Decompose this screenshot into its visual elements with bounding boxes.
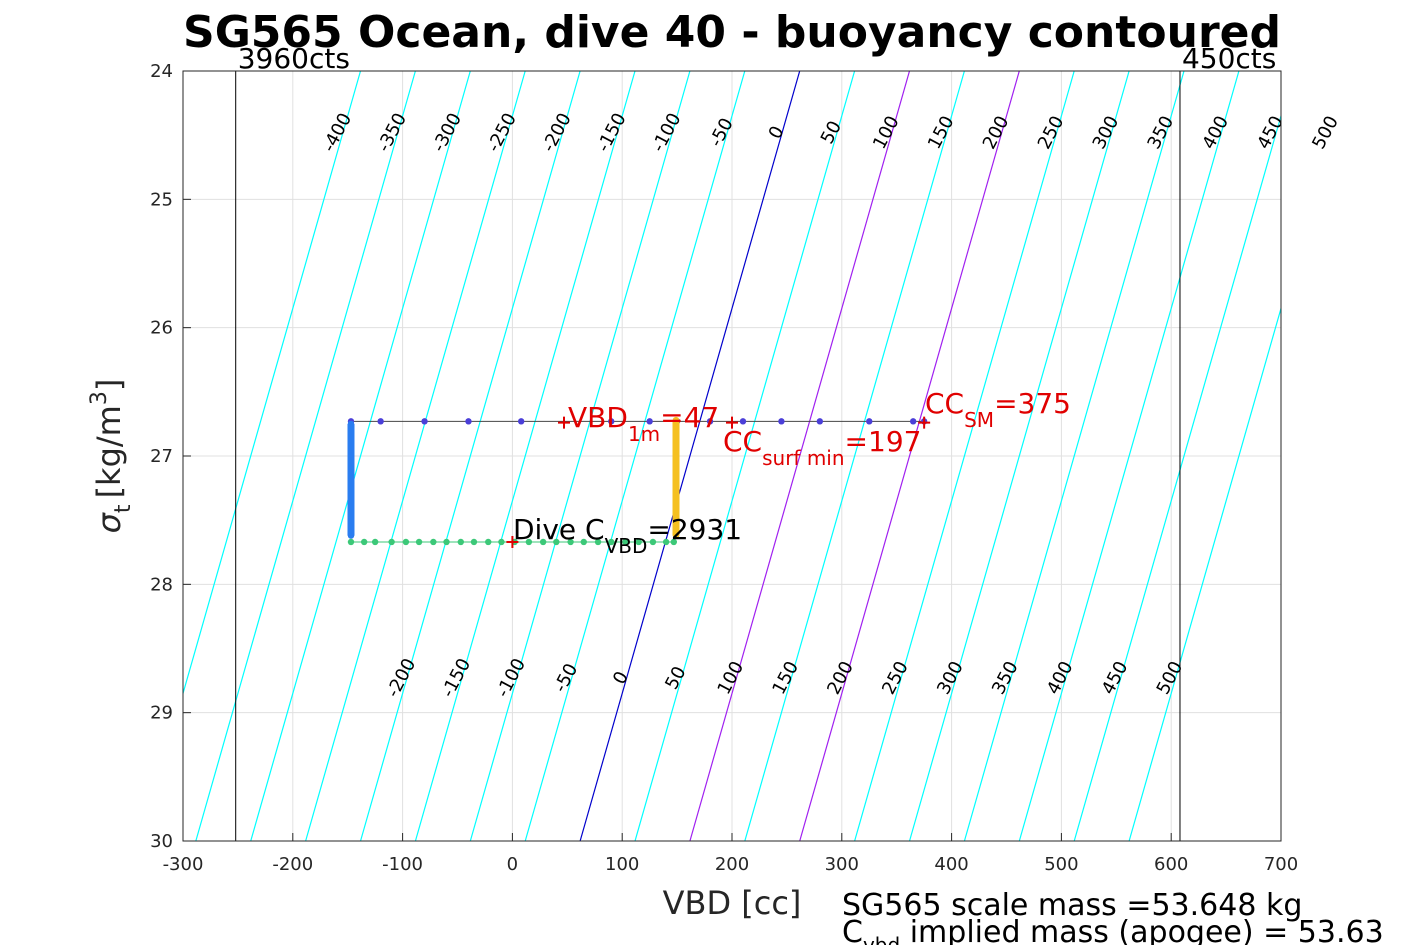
y-tick-label: 29 — [150, 703, 173, 724]
contour-line — [469, 71, 691, 841]
x-tick-label: 700 — [1264, 854, 1298, 875]
x-tick-label: 300 — [825, 854, 859, 875]
vbd-limit-label: 450cts — [1182, 42, 1276, 75]
vbd-limit-label: 3960cts — [238, 42, 350, 75]
x-axis-label: VBD [cc] — [663, 884, 802, 922]
surface-leg-point — [465, 418, 472, 425]
contour-line — [579, 71, 801, 841]
contour-line — [1073, 113, 1281, 841]
implied-mass-text: Cvbd implied mass (apogee) = 53.63 — [842, 915, 1384, 945]
contour-lines — [183, 71, 1281, 841]
x-tick-label: 0 — [507, 854, 518, 875]
x-tick-label: 200 — [715, 854, 749, 875]
contour-line — [524, 71, 746, 841]
red-markers — [506, 416, 931, 548]
chart-title: SG565 Ocean, dive 40 - buoyancy contoure… — [183, 7, 1281, 58]
bottom-leg-point — [347, 538, 355, 546]
x-tick-label: 500 — [1044, 854, 1078, 875]
contour-line — [634, 71, 856, 841]
y-tick-label: 30 — [150, 831, 173, 852]
contour-line — [744, 71, 965, 841]
y-ticks: 24 25 26 27 28 29 30 — [150, 61, 191, 852]
surface-leg-point — [377, 418, 384, 425]
cc-surf-min-annotation: CCsurf min=197 — [723, 425, 921, 470]
x-ticks: -300 -200 -100 0 100 200 300 400 500 600 700 — [163, 833, 1298, 875]
x-tick-label: -100 — [382, 854, 423, 875]
contour-line — [963, 71, 1185, 841]
surface-leg-point — [608, 418, 615, 425]
x-tick-label: -300 — [163, 854, 204, 875]
x-tick-label: 600 — [1154, 854, 1188, 875]
surface-leg-point — [421, 418, 428, 425]
y-tick-label: 25 — [150, 189, 173, 210]
contour-line — [1018, 71, 1240, 841]
y-tick-label: 26 — [150, 318, 173, 339]
x-tick-label: 100 — [605, 854, 639, 875]
y-tick-label: 28 — [150, 574, 173, 595]
scale-mass-text: SG565 scale mass =53.648 kg — [842, 888, 1302, 923]
contour-line — [854, 71, 1075, 841]
contour-line — [250, 71, 471, 841]
vbd-limit-lines: 3960cts 450cts — [235, 42, 1276, 841]
surface-leg-point — [646, 418, 653, 425]
contour-line — [195, 71, 416, 841]
surface-leg-point — [866, 418, 873, 425]
contour-line — [414, 71, 636, 841]
contour-line — [1128, 306, 1281, 841]
y-tick-label: 24 — [150, 61, 173, 82]
vbd-1m-annotation: VBD1m=47 — [568, 401, 719, 446]
y-axis-label: σt[kg/m3] — [87, 379, 136, 534]
contour-line — [359, 71, 581, 841]
y-tick-label: 27 — [150, 446, 173, 467]
contour-line — [183, 71, 362, 696]
contour-label-top: 500 — [1308, 112, 1343, 152]
surface-leg-point — [909, 418, 917, 425]
surface-leg-point — [706, 418, 714, 425]
cc-sm-annotation: CCSM=375 — [925, 387, 1071, 432]
x-tick-label: -200 — [272, 854, 313, 875]
contour-line — [689, 71, 911, 841]
surface-leg-point — [778, 418, 785, 425]
contour-line — [305, 71, 526, 841]
surface-leg-point — [816, 418, 824, 425]
contour-line — [799, 71, 1020, 841]
surface-leg-point — [517, 418, 525, 425]
dive-cvbd-annotation: Dive CVBD=2931 — [513, 513, 742, 558]
surface-leg-point — [739, 418, 747, 425]
contour-line — [908, 71, 1130, 841]
x-tick-label: 400 — [934, 854, 968, 875]
